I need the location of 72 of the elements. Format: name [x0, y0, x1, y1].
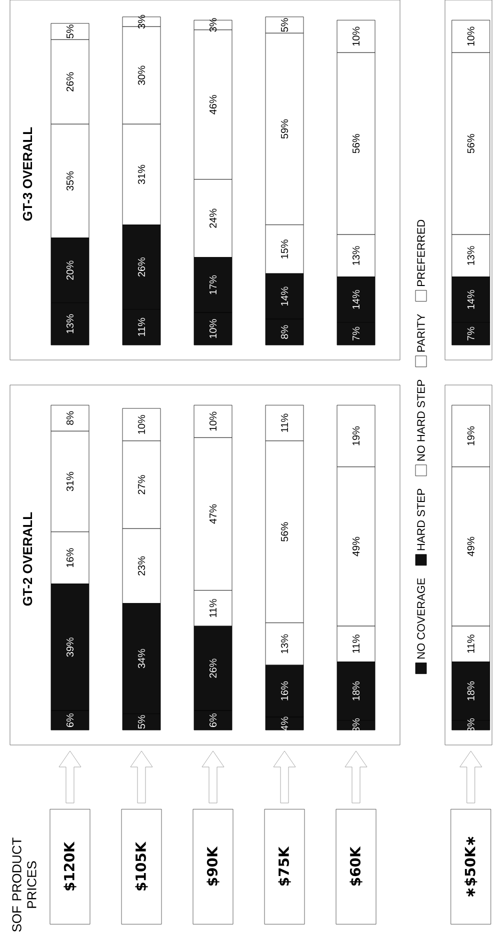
data-label: 13%: [66, 314, 74, 334]
legend-label: HARD STEP: [417, 488, 425, 550]
data-label: 10%: [209, 319, 217, 338]
data-label: 18%: [467, 681, 474, 700]
data-label: 56%: [467, 134, 474, 154]
data-label: 56%: [280, 522, 288, 542]
x-tick-label: $75K: [278, 846, 291, 886]
data-label: 3%: [138, 14, 146, 29]
data-label: 11%: [138, 318, 145, 336]
data-label: 34%: [138, 648, 146, 668]
data-label: 14%: [352, 290, 360, 309]
data-label: 47%: [210, 504, 216, 524]
data-label: 27%: [138, 475, 146, 494]
data-label: 17%: [210, 275, 216, 294]
text: GT-3 OVERALL: [22, 127, 32, 221]
data-label: 49%: [467, 536, 474, 556]
data-label: 10%: [138, 415, 146, 434]
data-label: 19%: [352, 426, 360, 446]
data-label: 20%: [66, 260, 74, 280]
data-label: 26%: [209, 658, 217, 678]
data-label: 10%: [352, 26, 360, 46]
data-label: 13%: [352, 246, 360, 265]
data-label: 56%: [352, 134, 360, 154]
data-label: 15%: [281, 240, 288, 258]
data-label: 5%: [281, 18, 288, 32]
data-label: 14%: [281, 286, 288, 306]
data-label: 11%: [210, 598, 216, 618]
legend-label: PARITY: [417, 314, 425, 352]
text: PREFERRED: [417, 220, 425, 286]
data-label: 10%: [467, 26, 474, 46]
data-label: 11%: [352, 634, 360, 653]
data-label: 59%: [280, 119, 288, 139]
data-label: 39%: [66, 638, 74, 657]
data-label: 11%: [467, 634, 474, 653]
data-label: 8%: [66, 411, 74, 425]
data-label: 11%: [281, 414, 288, 432]
text: SOF PRODUCT PRICES: [12, 838, 36, 932]
data-label: 49%: [352, 536, 360, 556]
x-tick-label: $90K: [206, 846, 220, 886]
text: GT-2 OVERALL: [22, 512, 32, 606]
data-label: 7%: [352, 326, 360, 340]
data-label: 6%: [66, 713, 74, 727]
data-label: 26%: [66, 72, 74, 92]
data-label: 19%: [467, 426, 474, 446]
data-label: 5%: [66, 24, 74, 38]
data-label: 5%: [138, 715, 145, 729]
data-label: 26%: [138, 257, 146, 277]
data-label: 4%: [281, 716, 288, 731]
x-tick-label: $105K: [135, 841, 148, 890]
data-label: 13%: [280, 634, 288, 654]
data-label: 31%: [138, 164, 146, 184]
data-label: 18%: [352, 681, 360, 700]
x-tick-label: ∗$50K∗: [464, 836, 478, 897]
data-label: 16%: [66, 548, 74, 568]
data-label: 3%: [209, 18, 217, 32]
data-label: 24%: [210, 208, 217, 228]
data-label: 7%: [467, 326, 474, 340]
data-label: 14%: [467, 290, 474, 309]
data-label: 10%: [209, 412, 217, 431]
data-label: 30%: [138, 66, 146, 85]
legend-label: NO COVERAGE: [417, 578, 425, 658]
data-label: 6%: [209, 713, 217, 727]
data-label: 35%: [66, 171, 74, 191]
x-tick-label: $60K: [350, 846, 362, 886]
data-label: 8%: [280, 325, 288, 339]
legend-label: NO HARD STEP: [417, 380, 425, 461]
data-label: 16%: [280, 681, 288, 700]
data-label: 23%: [138, 556, 146, 576]
x-tick-label: $120K: [64, 841, 76, 890]
data-label: 13%: [467, 246, 474, 265]
data-label: 46%: [209, 94, 217, 114]
data-label: 31%: [66, 472, 74, 492]
